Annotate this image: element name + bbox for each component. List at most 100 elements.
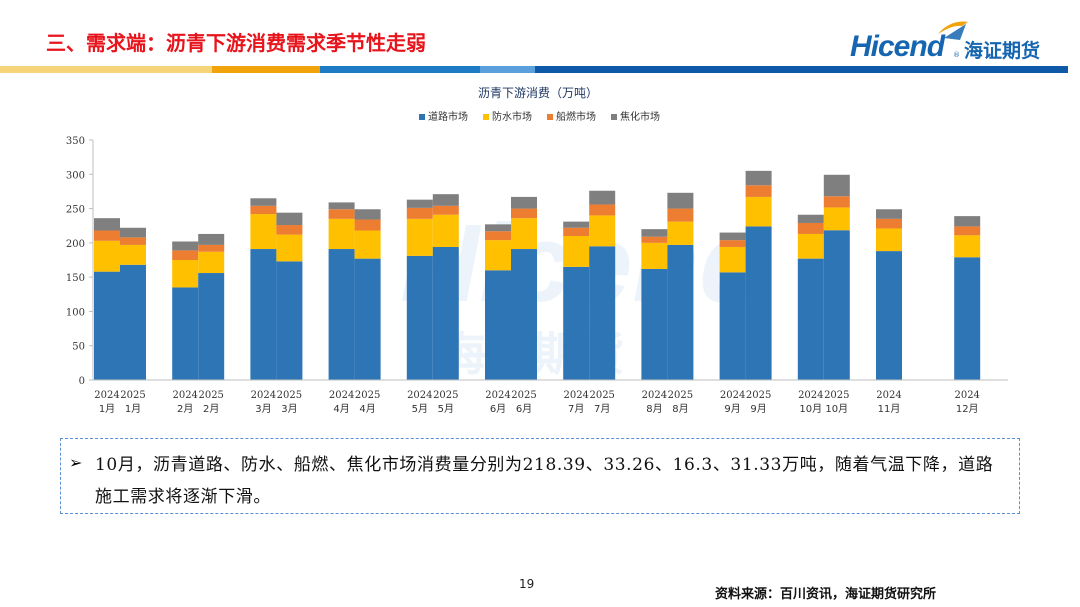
bar-segment-道路市场 [354,258,381,380]
legend-label: 防水市场 [492,110,532,123]
x-tick-label-month: 5月 [438,403,454,415]
commentary-text: 10月，沥青道路、防水、船燃、焦化市场消费量分别为218.39、33.26、16… [95,455,994,507]
bar-segment-防水市场 [954,235,981,258]
bar-segment-道路市场 [485,270,511,380]
x-tick-label-month: 4月 [333,403,349,415]
x-tick-label-year: 2025 [355,390,380,401]
bar-segment-焦化市场 [354,209,381,220]
x-tick-label-year: 2024 [954,390,979,401]
x-tick-label-year: 2025 [589,390,614,401]
chart-legend: 道路市场 防水市场 船燃市场 焦化市场 [419,110,660,123]
bar-segment-防水市场 [563,236,590,267]
bar-segment-道路市场 [667,244,694,380]
bar-segment-防水市场 [589,215,616,247]
bar-segment-防水市场 [276,234,303,262]
legend-label: 船燃市场 [556,110,596,123]
x-tick-label-month: 12月 [956,403,979,415]
bar-segment-防水市场 [667,221,694,245]
y-tick-label: 0 [79,376,85,387]
x-tick-label-year: 2024 [563,390,588,401]
x-tick-label-year: 2025 [433,390,458,401]
bar-segment-焦化市场 [667,192,694,209]
logo-text-cn: 海证期货 [964,40,1041,62]
bar-segment-焦化市场 [120,227,146,238]
x-tick-label-month: 7月 [594,403,610,415]
bar-segment-防水市场 [120,244,146,265]
x-tick-label-year: 2024 [329,390,354,401]
bar-segment-道路市场 [954,257,981,380]
header-stripe-blue [320,66,535,73]
bar-segment-防水市场 [406,218,433,256]
x-tick-label-month: 7月 [568,403,584,415]
x-tick-label-year: 2025 [277,390,302,401]
bar-segment-焦化市场 [432,194,459,206]
bar-segment-防水市场 [797,233,824,259]
y-tick-label: 100 [66,307,85,318]
bullet-arrow-icon: ➢ [69,453,83,472]
bar-segment-防水市场 [511,218,537,250]
x-tick-label-month: 2月 [177,403,193,415]
bar-segment-船燃市场 [250,205,277,215]
bar-segment-船燃市场 [876,218,902,229]
x-tick-label-month: 11月 [878,403,901,415]
x-tick-label-month: 3月 [255,403,271,415]
chart-title: 沥青下游消费（万吨） [478,86,598,100]
bar-segment-道路市场 [198,273,225,380]
bar-segment-防水市场 [354,230,381,259]
bar-segment-船燃市场 [954,226,981,236]
bar-segment-道路市场 [589,246,616,380]
header-stripe-orange [212,66,320,73]
bar-segment-船燃市场 [563,227,590,236]
bar-segment-道路市场 [563,266,590,380]
bar-segment-焦化市场 [823,174,850,197]
bar-segment-道路市场 [250,249,277,380]
x-tick-label-year: 2024 [642,390,667,401]
bar-segment-道路市场 [511,249,537,380]
bar-segment-道路市场 [876,251,902,380]
x-tick-label-year: 2024 [876,390,901,401]
source-note: 资料来源：百川资讯，海证期货研究所 [715,587,937,602]
logo-text-en: Hicend [850,30,945,63]
page-number: 19 [519,577,535,591]
x-tick-label-month: 1月 [99,403,115,415]
x-tick-label-year: 2024 [94,390,119,401]
x-tick-label-month: 8月 [672,403,688,415]
bar-segment-焦化市场 [719,232,746,241]
x-tick-label-year: 2024 [720,390,745,401]
legend-swatch [547,114,553,120]
x-tick-label-month: 8月 [646,403,662,415]
bar-segment-防水市场 [876,228,902,252]
bar-segment-焦化市场 [94,218,120,231]
y-axis: 0 50 100 150 200 250 300 350 [66,136,94,387]
y-tick-label: 250 [66,205,85,216]
x-tick-label-month: 6月 [516,403,532,415]
bar-segment-焦化市场 [797,214,824,223]
commentary-box: ➢ 10月，沥青道路、防水、船燃、焦化市场消费量分别为218.39、33.26、… [60,438,1020,514]
x-tick-label-year: 2024 [172,390,197,401]
legend-swatch [611,114,617,120]
bar-segment-船燃市场 [641,236,668,243]
header-stripe-lightblue [480,66,535,73]
bar-segment-道路市场 [120,264,146,380]
bar-segment-焦化市场 [876,209,902,219]
bar-segment-道路市场 [432,246,459,380]
legend-label: 焦化市场 [620,110,660,123]
x-tick-label-year: 2024 [798,390,823,401]
x-tick-label-month: 9月 [724,403,740,415]
x-tick-label-month: 4月 [359,403,375,415]
y-tick-label: 300 [66,170,85,181]
bar-segment-焦化市场 [563,221,590,228]
bar-segment-道路市场 [94,271,120,380]
y-tick-label: 150 [66,273,85,284]
bar-segment-船燃市场 [276,225,303,235]
bar-segment-防水市场 [745,196,772,227]
bar-segment-道路市场 [823,230,850,380]
x-tick-label-month: 10月 [825,403,848,415]
page-title: 三、需求端：沥青下游消费需求季节性走弱 [46,31,426,55]
bar-segment-道路市场 [719,272,746,380]
bar-segment-防水市场 [432,214,459,247]
bar-segment-船燃市场 [432,205,459,215]
bar-segment-焦化市场 [954,216,981,227]
bar-segment-防水市场 [94,240,120,272]
bar-segment-船燃市场 [745,185,772,197]
